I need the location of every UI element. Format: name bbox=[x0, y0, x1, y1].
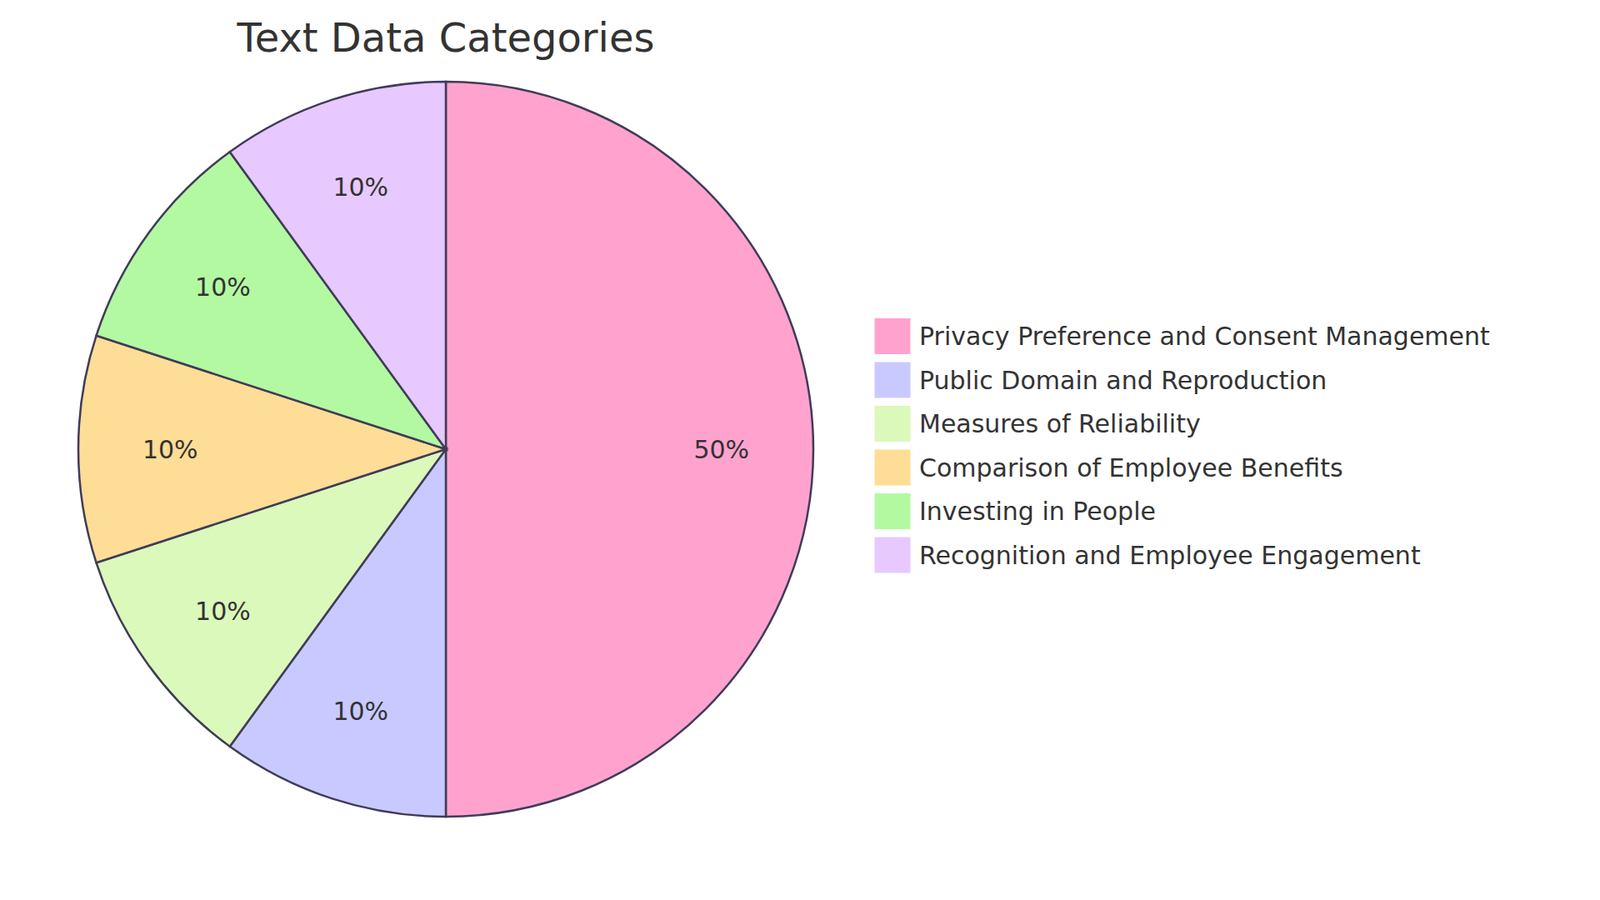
legend: Privacy Preference and Consent Managemen… bbox=[874, 318, 1490, 575]
legend-label: Recognition and Employee Engagement bbox=[919, 540, 1421, 570]
legend-item: Investing in People bbox=[874, 493, 1156, 530]
legend-item: Public Domain and Reproduction bbox=[874, 361, 1327, 399]
data-label: 10% bbox=[195, 272, 251, 302]
legend-label: Public Domain and Reproduction bbox=[919, 365, 1327, 395]
legend-swatch bbox=[874, 405, 911, 443]
slice bbox=[445, 81, 814, 817]
legend-swatch bbox=[874, 361, 911, 399]
legend-item: Measures of Reliability bbox=[874, 405, 1201, 443]
title: Text Data Categories bbox=[236, 14, 655, 61]
slice bbox=[230, 81, 446, 450]
legend-swatch bbox=[874, 449, 911, 486]
legend-label: Investing in People bbox=[919, 496, 1156, 526]
legend-label: Measures of Reliability bbox=[919, 409, 1201, 439]
legend-swatch bbox=[874, 318, 911, 355]
data-label: 50% bbox=[693, 435, 750, 465]
chart: Text Data Categories 50% 10% 10% 10% 10% 10% Pr… bbox=[0, 0, 1600, 900]
legend-label: Privacy Preference and Consent Managemen… bbox=[919, 321, 1490, 351]
legend-item: Recognition and Employee Engagement bbox=[874, 536, 1421, 574]
data-label: 10% bbox=[195, 596, 251, 626]
data-label: 10% bbox=[332, 172, 389, 202]
data-label: 10% bbox=[142, 435, 199, 465]
legend-label: Comparison of Employee Benefits bbox=[919, 453, 1344, 483]
legend-item: Comparison of Employee Benefits bbox=[874, 449, 1344, 486]
legend-swatch bbox=[874, 493, 911, 530]
pie: 50% 10% 10% 10% 10% 10% bbox=[78, 81, 814, 817]
data-label: 10% bbox=[332, 696, 389, 726]
legend-swatch bbox=[874, 536, 911, 574]
legend-item: Privacy Preference and Consent Managemen… bbox=[874, 318, 1490, 355]
